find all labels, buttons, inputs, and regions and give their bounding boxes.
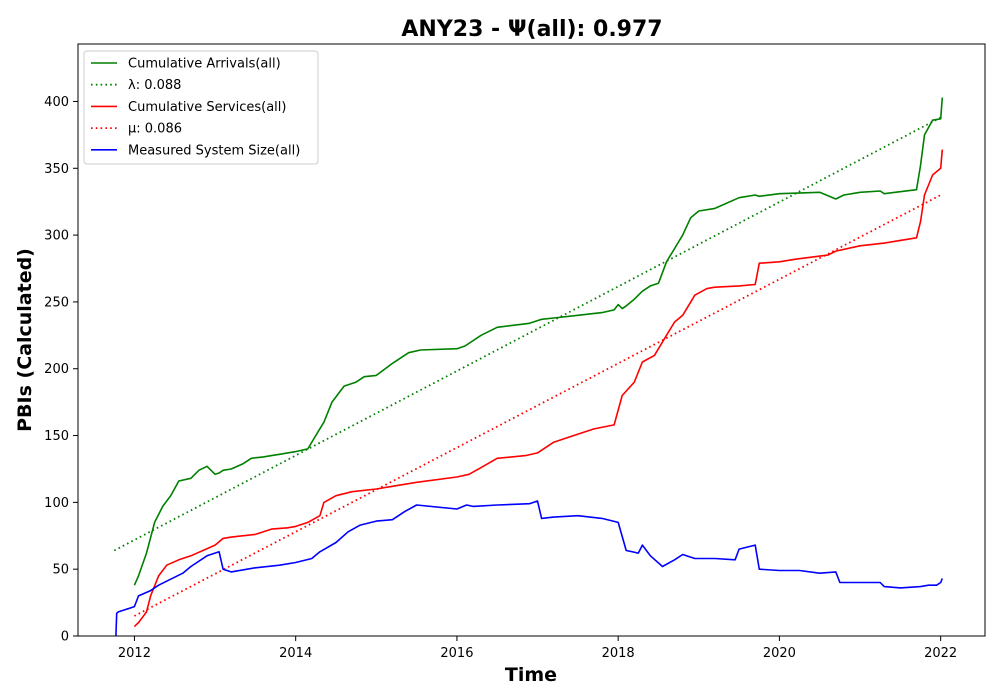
- y-tick-label: 100: [44, 496, 69, 511]
- legend-label-3: Cumulative Services(all): [128, 100, 286, 115]
- x-tick-label: 2022: [924, 646, 957, 661]
- series-line-2: [113, 116, 942, 552]
- plot-frame: [77, 43, 986, 637]
- y-axis: 0 50 100 150 200 250 300 350 400: [44, 95, 78, 645]
- legend-label-4: μ: 0.086: [128, 122, 182, 137]
- y-tick-label: 150: [44, 429, 69, 444]
- y-tick-label: 200: [44, 362, 69, 377]
- y-tick-label: 0: [61, 630, 69, 645]
- y-tick-label: 300: [44, 229, 69, 244]
- x-tick-label: 2018: [602, 646, 635, 661]
- x-tick-label: 2014: [279, 646, 312, 661]
- y-tick-label: 250: [44, 295, 69, 310]
- x-tick-label: 2016: [440, 646, 473, 661]
- series-layer: [113, 97, 944, 636]
- legend-label-5: Measured System Size(all): [128, 143, 300, 158]
- series-line-5: [115, 500, 944, 636]
- x-tick-label: 2012: [118, 646, 151, 661]
- legend-box: [83, 50, 319, 165]
- legend-label-1: Cumulative Arrivals(all): [128, 57, 281, 72]
- x-tick-label: 2020: [763, 646, 796, 661]
- y-axis-label: PBIs (Calculated): [14, 248, 36, 432]
- x-axis-label: Time: [505, 664, 557, 686]
- legend-label-2: λ: 0.088: [128, 78, 181, 93]
- series-line-1: [133, 97, 944, 586]
- y-tick-label: 50: [52, 563, 69, 578]
- y-tick-label: 350: [44, 162, 69, 177]
- x-axis: 2012 2014 2016 2018 2020 2022: [118, 636, 957, 661]
- chart-title: ANY23 - Ψ(all): 0.977: [401, 17, 662, 42]
- series-line-3: [133, 149, 944, 628]
- legend: Cumulative Arrivals(all) λ: 0.088 Cumulati…: [83, 50, 319, 165]
- y-tick-label: 400: [44, 95, 69, 110]
